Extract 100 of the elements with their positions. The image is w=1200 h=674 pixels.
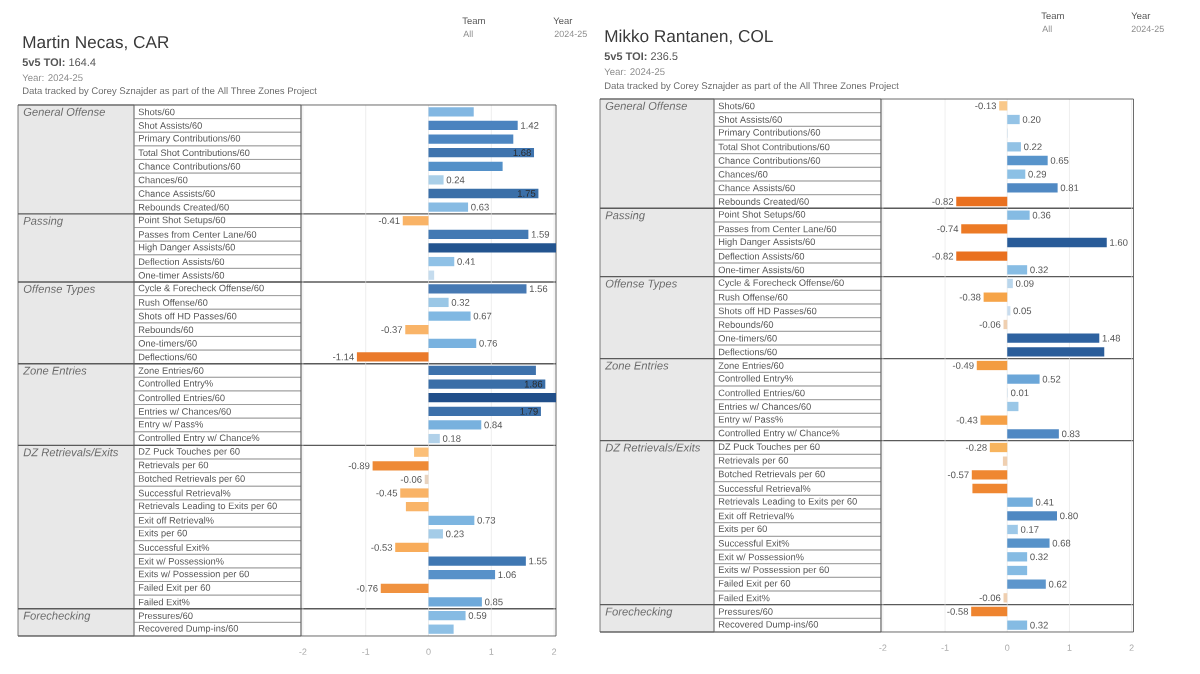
text: Data tracked by Corey Sznajder as part of the All Three Zones Project	[604, 82, 899, 91]
y-tick-label: Entry w/ Pass%	[138, 420, 203, 430]
data-label: -0.58	[947, 608, 969, 615]
y-tick-label: High Danger Assists/60	[138, 243, 236, 253]
y-tick-label: High Danger Assists/60	[718, 238, 815, 247]
bar	[1007, 524, 1018, 535]
bar	[428, 229, 529, 239]
bar	[989, 442, 1008, 453]
bar	[1007, 511, 1057, 521]
bar	[428, 256, 455, 267]
data-label: -0.06	[979, 594, 1001, 602]
bar	[1007, 347, 1105, 357]
bar	[956, 196, 1008, 207]
y-tick-label: Deflection Assists/60	[718, 252, 805, 260]
data-label: 1.60	[1110, 239, 1128, 246]
data-label: 0.32	[451, 299, 470, 306]
data-label: 1.56	[529, 285, 548, 293]
y-tick-label: Successful Retrieval%	[138, 489, 231, 497]
bar	[956, 251, 1008, 261]
bar	[428, 161, 503, 171]
bar	[428, 365, 536, 376]
text: 2024-25	[554, 30, 587, 38]
y-tick-label: Exit w/ Possession%	[718, 553, 804, 561]
y-tick-label: Chance Contributions/60	[718, 157, 821, 164]
y-tick-label: Zone Entries/60	[138, 367, 204, 374]
bar	[1007, 374, 1040, 384]
bar	[1007, 237, 1107, 248]
data-label: 0.67	[473, 312, 492, 320]
x-tick-label: 2	[552, 648, 557, 655]
y-tick-label: One-timer Assists/60	[138, 271, 225, 279]
y-tick-label: Retrievals per 60	[138, 461, 209, 471]
bar	[428, 379, 546, 389]
data-label: 0.05	[1013, 307, 1032, 315]
y-tick-label: Controlled Entries/60	[138, 394, 225, 402]
text: 5v5 TOI: 164.4	[22, 58, 96, 67]
bar	[1007, 401, 1019, 412]
bar	[976, 360, 1008, 371]
data-label: 0.85	[484, 598, 503, 606]
bar	[428, 284, 527, 294]
y-tick-label: Shot Assists/60	[718, 116, 782, 123]
text: Team	[1041, 12, 1064, 20]
data-label: -0.43	[956, 416, 978, 424]
y-tick-label: Retrievals per 60	[718, 456, 789, 466]
bar	[428, 610, 466, 621]
data-label: -0.53	[371, 544, 393, 551]
data-label: 0.29	[1028, 170, 1047, 178]
bar	[1007, 333, 1100, 343]
y-tick-label: Retrievals Leading to Exits per 60	[138, 502, 277, 511]
bar	[971, 606, 1008, 617]
data-label: -1.14	[332, 353, 354, 361]
y-tick-label: Failed Exit per 60	[138, 584, 211, 593]
data-label: -0.76	[356, 584, 378, 592]
bar	[1007, 114, 1020, 125]
y-tick-label: Exit off Retrieval%	[718, 512, 794, 520]
text: General Offense	[23, 107, 105, 116]
data-label: 0.76	[479, 339, 497, 347]
y-tick-label: One-timers/60	[718, 334, 777, 342]
data-label: 1.79	[520, 407, 538, 415]
data-label: -0.06	[979, 321, 1001, 328]
text: All	[1042, 25, 1052, 32]
y-tick-label: Total Shot Contributions/60	[138, 149, 250, 157]
bar	[983, 292, 1008, 302]
data-label: 0.01	[1010, 389, 1029, 397]
bar	[1002, 456, 1008, 466]
text: Offense Types	[23, 284, 95, 296]
y-tick-label: Shot Assists/60	[138, 122, 202, 129]
bar	[428, 148, 535, 158]
bar	[428, 338, 477, 348]
data-label: 0.32	[1030, 266, 1048, 274]
bar	[1007, 278, 1013, 289]
y-tick-label: Rebounds Created/60	[138, 203, 229, 211]
y-tick-label: Entries w/ Chances/60	[138, 407, 231, 415]
bar	[1007, 210, 1030, 220]
y-tick-label: Controlled Entry%	[718, 374, 793, 384]
y-tick-label: Total Shot Contributions/60	[718, 143, 830, 151]
data-label: 1.59	[531, 230, 550, 238]
text: Martin Necas, CAR	[23, 35, 169, 51]
bar	[405, 502, 429, 512]
y-tick-label: Controlled Entries/60	[718, 389, 805, 397]
y-tick-label: Controlled Entry%	[138, 379, 213, 389]
bar	[380, 583, 429, 593]
data-label: 0.41	[457, 258, 475, 265]
bar	[1007, 620, 1028, 630]
bar	[395, 542, 429, 553]
data-label: 0.73	[477, 516, 496, 524]
data-label: 0.23	[446, 530, 464, 538]
text: Zone Entries	[22, 366, 87, 375]
data-label: 0.22	[1024, 143, 1042, 151]
y-tick-label: Successful Retrieval%	[718, 485, 811, 492]
text: All	[463, 30, 473, 37]
data-label: 1.55	[529, 557, 547, 565]
bar	[1007, 142, 1021, 152]
data-label: 0.20	[1022, 116, 1041, 123]
data-label: 0.24	[446, 176, 465, 184]
text: General Offense	[605, 101, 687, 110]
text: Forechecking	[605, 607, 673, 618]
text: Mikko Rantanen, COL	[605, 29, 773, 45]
y-tick-label: DZ Puck Touches per 60	[718, 443, 820, 452]
data-label: -0.82	[932, 252, 954, 260]
y-tick-label: One-timer Assists/60	[718, 266, 805, 274]
